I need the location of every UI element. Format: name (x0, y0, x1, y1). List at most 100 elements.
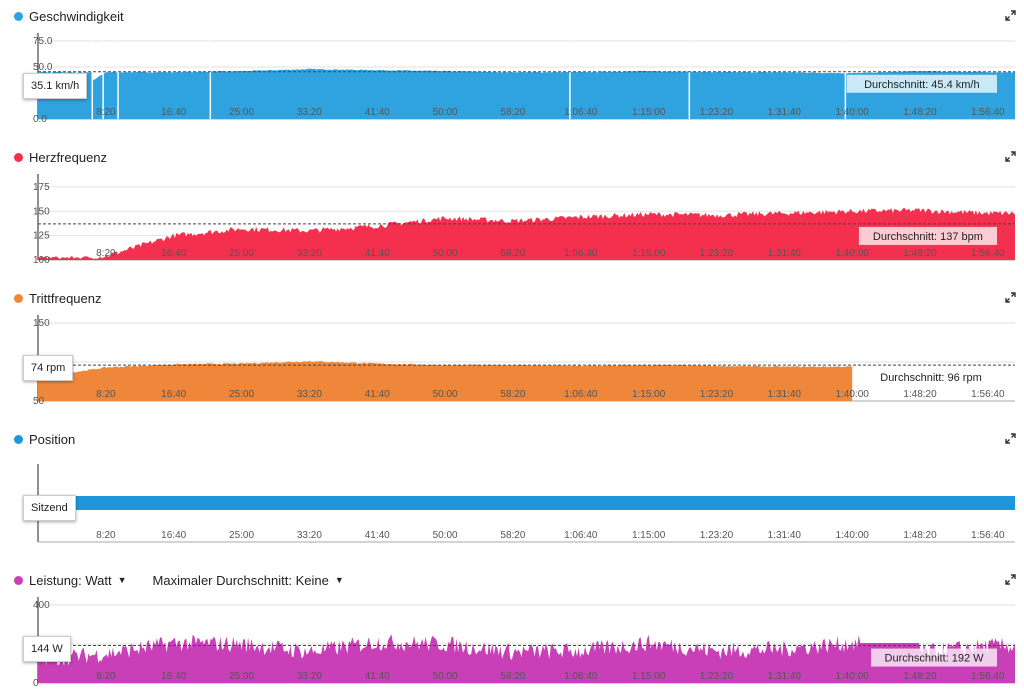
caret-down-icon: ▼ (117, 575, 127, 585)
x-tick-label: 1:40:00 (835, 530, 869, 541)
y-tick-label: 175 (33, 182, 50, 193)
x-tick-label: 25:00 (229, 248, 254, 259)
x-tick-label: 1:15:00 (632, 530, 666, 541)
average-label-box (871, 648, 997, 667)
average-label: Durchschnitt: 96 rpm (880, 372, 981, 384)
x-tick-label: 25:00 (229, 671, 254, 682)
expand-arrows-icon[interactable] (1005, 292, 1016, 303)
speed-chart: 8:20 16:40 25:00 33:20 41:40 50:00 58:20 1:06:4… (33, 33, 1015, 125)
y-tick-label: 75.0 (33, 36, 53, 47)
heart-rate-chart: 8:20 16:40 25:00 33:20 41:40 50:00 58:20 1:06:4… (33, 174, 1015, 266)
x-tick-label: 1:15:00 (632, 107, 666, 118)
average-label: Durchschnitt: 192 W (885, 653, 985, 665)
power-metric-dropdown[interactable]: Leistung: Watt ▼ (29, 573, 127, 588)
x-tick-label: 33:20 (297, 389, 322, 400)
expand-arrows-icon[interactable] (1005, 433, 1016, 444)
x-tick-label: 25:00 (229, 530, 254, 541)
x-tick-label: 1:56:40 (971, 530, 1005, 541)
x-tick-label: 50:00 (433, 671, 458, 682)
x-tick-label: 1:48:20 (903, 671, 937, 682)
power-cursor-value: 144 W (23, 636, 71, 662)
speed-panel-title: Geschwindigkeit (29, 8, 124, 24)
x-tick-label: 16:40 (161, 389, 186, 400)
heart-rate-panel-title: Herzfrequenz (29, 149, 108, 165)
x-tick-label: 58:20 (500, 671, 525, 682)
heart-rate-panel: Herzfrequenz 8:20 16:40 25:00 33:20 41:40 50:… (0, 147, 1024, 267)
x-tick-label: 41:40 (365, 671, 390, 682)
x-tick-label: 8:20 (96, 671, 116, 682)
x-tick-label: 33:20 (297, 671, 322, 682)
speed-panel-header: Geschwindigkeit (14, 6, 124, 26)
x-tick-label: 1:48:20 (903, 530, 937, 541)
average-label: Durchschnitt: 137 bpm (873, 231, 983, 243)
x-tick-label: 41:40 (365, 248, 390, 259)
x-tick-label: 1:31:40 (768, 671, 802, 682)
y-tick-label: 150 (33, 206, 50, 217)
average-label-box (846, 74, 997, 93)
x-tick-label: 1:48:20 (903, 248, 937, 259)
x-tick-label: 1:31:40 (768, 530, 802, 541)
x-tick-label: 1:23:20 (700, 389, 734, 400)
average-label: Durchschnitt: 45.4 km/h (864, 79, 980, 91)
power-metric-label: Leistung: Watt (29, 572, 112, 588)
speed-cursor-value: 35.1 km/h (23, 73, 88, 99)
cadence-cursor-value: 74 rpm (23, 355, 74, 381)
x-tick-label: 41:40 (365, 530, 390, 541)
y-tick-label: 50.0 (33, 62, 53, 73)
speed-legend-dot (14, 11, 23, 21)
x-tick-label: 33:20 (297, 530, 322, 541)
power-panel: Leistung: Watt ▼ Maximaler Durchschnitt:… (0, 570, 1024, 693)
x-tick-label: 8:20 (96, 107, 116, 118)
x-tick-label: 1:31:40 (768, 389, 802, 400)
x-tick-label: 50:00 (433, 530, 458, 541)
position-panel: Position 8:20 16:40 25:00 33:20 41:40 50:00 58… (0, 429, 1024, 549)
cadence-panel-header: Trittfrequenz (14, 288, 102, 308)
x-tick-label: 33:20 (297, 248, 322, 259)
x-tick-label: 1:40:00 (835, 248, 869, 259)
expand-arrows-icon[interactable] (1005, 151, 1016, 162)
x-tick-label: 1:23:20 (700, 248, 734, 259)
x-tick-label: 50:00 (433, 389, 458, 400)
cadence-panel: Trittfrequenz 8:20 16:40 25:00 33:20 41:40 50… (0, 288, 1024, 408)
power-panel-header: Leistung: Watt ▼ Maximaler Durchschnitt:… (14, 570, 370, 590)
x-tick-label: 1:15:00 (632, 671, 666, 682)
speed-series-area (38, 68, 1015, 119)
speed-panel: Geschwindigkeit 8:20 16:40 25:00 33:20 41:40… (0, 6, 1024, 126)
x-tick-label: 58:20 (500, 248, 525, 259)
y-tick-label: 0.0 (33, 114, 47, 125)
expand-arrows-icon[interactable] (1005, 10, 1016, 21)
x-tick-label: 25:00 (229, 389, 254, 400)
power-chart: 8:20 16:40 25:00 33:20 41:40 50:00 58:20 1:06:4… (33, 597, 1015, 689)
x-tick-label: 1:06:40 (564, 248, 598, 259)
x-tick-label: 1:06:40 (564, 107, 598, 118)
caret-down-icon: ▼ (334, 575, 344, 585)
x-tick-label: 8:20 (96, 530, 116, 541)
expand-arrows-icon[interactable] (1005, 574, 1016, 585)
x-tick-label: 1:56:40 (971, 671, 1005, 682)
x-tick-label: 58:20 (500, 107, 525, 118)
x-tick-label: 25:00 (229, 107, 254, 118)
x-tick-label: 41:40 (365, 107, 390, 118)
y-tick-label: 0 (33, 678, 39, 689)
x-tick-label: 50:00 (433, 248, 458, 259)
x-tick-label: 1:48:20 (903, 107, 937, 118)
average-label-box (865, 368, 997, 387)
average-label-box (858, 226, 997, 245)
x-tick-label: 16:40 (161, 530, 186, 541)
cadence-legend-dot (14, 293, 23, 303)
max-average-dropdown[interactable]: Maximaler Durchschnitt: Keine ▼ (153, 573, 344, 588)
x-tick-label: 58:20 (500, 389, 525, 400)
cadence-series-area (38, 361, 853, 401)
x-tick-label: 1:48:20 (903, 389, 937, 400)
x-tick-label: 1:06:40 (564, 389, 598, 400)
x-tick-label: 1:31:40 (768, 107, 802, 118)
power-legend-dot (14, 575, 23, 585)
y-tick-label: 150 (33, 318, 50, 329)
x-tick-label: 1:15:00 (632, 389, 666, 400)
x-tick-label: 50:00 (433, 107, 458, 118)
x-tick-label: 1:40:00 (835, 107, 869, 118)
x-tick-label: 1:31:40 (768, 248, 802, 259)
y-tick-label: 125 (33, 231, 50, 242)
heart-rate-panel-header: Herzfrequenz (14, 147, 107, 167)
x-tick-label: 1:56:40 (971, 248, 1005, 259)
